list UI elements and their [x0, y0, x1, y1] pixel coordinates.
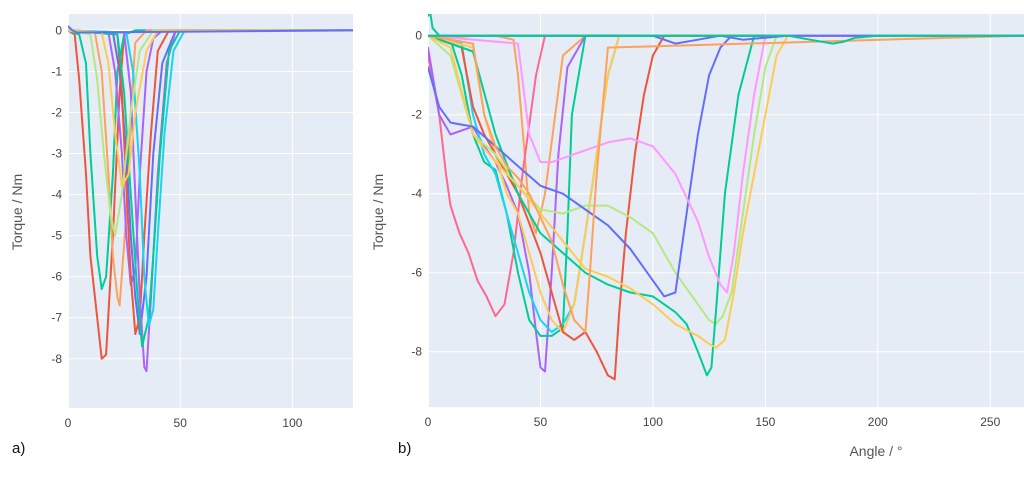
y-tick-label: -2 [51, 106, 62, 120]
x-tick-label: 250 [980, 415, 1000, 429]
y-tick-label: -4 [51, 188, 62, 202]
panel-a-tag: a) [12, 440, 26, 457]
series-line-3 [68, 29, 353, 307]
y-tick-label: 0 [55, 23, 62, 37]
y-tick-label: -6 [411, 266, 422, 280]
y-tick-label: -8 [411, 345, 422, 359]
y-tick-label: -5 [51, 229, 62, 243]
x-tick-label: 150 [755, 415, 775, 429]
series-group [68, 25, 353, 373]
x-tick-label: 100 [282, 416, 302, 430]
series-line-16 [428, 34, 1024, 45]
y-axis-title: Torque / Nm [9, 174, 25, 250]
x-axis-title: Angle / ° [849, 443, 902, 459]
y-tick-label: -3 [51, 147, 62, 161]
panel-b-tag: b) [398, 440, 412, 457]
x-tick-label: 100 [643, 415, 663, 429]
y-tick-label: -7 [51, 311, 62, 325]
series-line-9 [428, 34, 1024, 326]
y-tick-label: -8 [51, 352, 62, 366]
series-line-14 [428, 34, 1024, 333]
x-tick-label: 0 [65, 416, 72, 430]
series-line-11 [68, 29, 353, 188]
series-line-12 [428, 34, 1024, 298]
series-line-2 [68, 29, 353, 290]
x-tick-label: 50 [534, 415, 548, 429]
series-line-12 [68, 25, 353, 34]
series-line-13 [428, 34, 1024, 294]
y-tick-label: 0 [415, 29, 422, 43]
x-tick-label: 200 [868, 415, 888, 429]
series-line-10 [428, 34, 1024, 377]
series-line-5 [428, 34, 1024, 337]
y-axis-title: Torque / Nm [370, 174, 386, 250]
y-tick-label: -1 [51, 64, 62, 78]
x-tick-label: 0 [425, 415, 432, 429]
chart-panel-a: 0 50 100 0 -1 -2 -3 -4 -5 -6 -7 -8 Torque / Nm [9, 14, 353, 430]
series-group [428, 14, 1024, 381]
y-tick-label: -4 [411, 187, 422, 201]
chart-panel-b: 0 50 100 150 200 250 0 -2 -4 -6 -8 Torque / Nm Angle… [370, 14, 1024, 459]
x-tick-label: 50 [174, 416, 188, 430]
series-line-10 [68, 29, 353, 237]
series-line-15 [428, 34, 1024, 45]
y-tick-label: -2 [411, 108, 422, 122]
series-line-4 [428, 34, 1024, 373]
series-line-11 [428, 34, 1024, 349]
y-tick-label: -6 [51, 270, 62, 284]
